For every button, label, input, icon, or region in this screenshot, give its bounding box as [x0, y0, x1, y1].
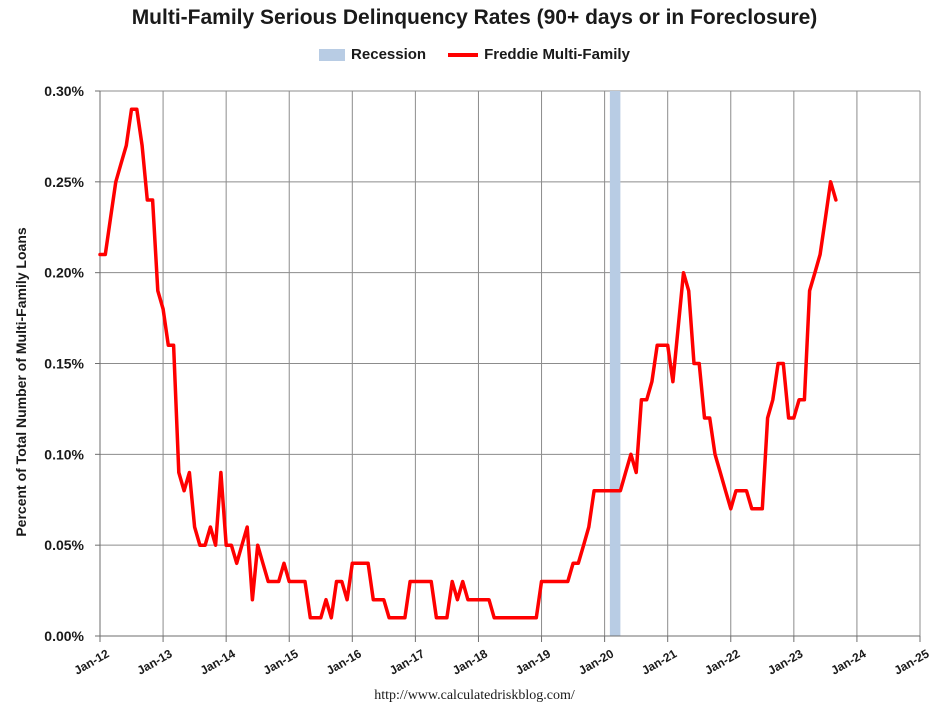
y-tick-label: 0.20%: [44, 265, 84, 281]
recession-band-group: [609, 91, 621, 636]
x-tick-label: Jan-16: [324, 646, 364, 677]
y-tick-label: 0.15%: [44, 356, 84, 372]
x-tick-label: Jan-19: [513, 646, 553, 677]
y-tick-label: 0.05%: [44, 537, 84, 553]
source-url: http://www.calculatedriskblog.com/: [374, 688, 575, 703]
x-tick-label: Jan-17: [387, 646, 427, 677]
y-tick-label: 0.00%: [44, 628, 84, 644]
series-line-freddie-multi-family: [98, 107, 838, 620]
x-tick-label: Jan-21: [639, 646, 679, 677]
recession-swatch: [319, 48, 346, 61]
series-group: [98, 107, 838, 620]
x-tick-label: Jan-14: [198, 646, 238, 677]
axes: [95, 90, 921, 642]
x-tick-label: Jan-22: [702, 646, 742, 677]
legend-item-recession: Recession: [319, 46, 426, 63]
chart-title: Multi-Family Serious Delinquency Rates (…: [131, 6, 818, 29]
legend-label-freddie: Freddie Multi-Family: [484, 46, 630, 63]
freddie-swatch: [448, 52, 479, 57]
y-tick-labels: 0.00% 0.05% 0.10% 0.15% 0.20% 0.25% 0.30%: [44, 83, 84, 644]
x-tick-label: Jan-12: [72, 646, 112, 677]
legend-label-recession: Recession: [351, 46, 427, 63]
x-tick-label: Jan-24: [828, 646, 868, 677]
legend: Recession Freddie Multi-Family: [0, 46, 949, 63]
x-tick-label: Jan-13: [135, 646, 175, 677]
legend-item-freddie: Freddie Multi-Family: [448, 46, 630, 63]
y-tick-label: 0.25%: [44, 174, 84, 190]
x-tick-label: Jan-18: [450, 646, 490, 677]
grid: [100, 90, 921, 636]
recession-band: [609, 91, 621, 636]
y-tick-label: 0.10%: [44, 446, 84, 462]
x-tick-label: Jan-15: [261, 646, 301, 677]
x-tick-label: Jan-25: [892, 646, 932, 677]
x-tick-label: Jan-20: [576, 646, 616, 677]
x-tick-labels: Jan-12 Jan-13 Jan-14 Jan-15 Jan-16 Jan-17 Jan-…: [72, 646, 932, 677]
x-tick-label: Jan-23: [765, 646, 805, 677]
y-tick-label: 0.30%: [44, 83, 84, 99]
